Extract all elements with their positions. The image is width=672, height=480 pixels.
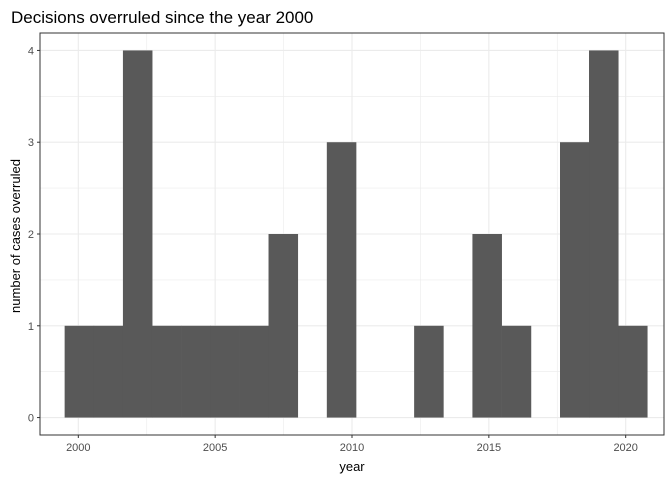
x-tick-label: 2005 bbox=[203, 442, 227, 454]
histogram-bar bbox=[181, 325, 211, 418]
x-tick-label: 2015 bbox=[477, 442, 501, 454]
x-tick-label: 2010 bbox=[340, 442, 364, 454]
plot-layer: 0 1 2 3 4 2000 2005 2010 2015 2020 bbox=[28, 32, 665, 454]
y-axis-title: number of cases overruled bbox=[8, 159, 23, 313]
histogram-bar bbox=[560, 142, 590, 418]
histogram-bar bbox=[414, 325, 444, 418]
x-tick-label: 2020 bbox=[613, 442, 637, 454]
y-tick-label: 2 bbox=[28, 229, 34, 241]
y-tick-label: 1 bbox=[28, 321, 34, 333]
histogram-bar bbox=[122, 50, 153, 418]
histogram-bar bbox=[472, 234, 502, 418]
x-axis-title: year bbox=[339, 459, 365, 474]
histogram-bar bbox=[151, 325, 182, 418]
y-tick-label: 3 bbox=[28, 137, 34, 149]
histogram-bar bbox=[501, 325, 532, 418]
histogram-bar bbox=[93, 325, 124, 418]
histogram-bar bbox=[268, 234, 299, 418]
histogram-bar bbox=[239, 325, 270, 418]
histogram-bar bbox=[210, 325, 240, 418]
histogram-bar bbox=[618, 325, 648, 418]
x-tick-label: 2000 bbox=[66, 442, 90, 454]
chart-title: Decisions overruled since the year 2000 bbox=[11, 8, 313, 27]
histogram-bar bbox=[64, 325, 95, 418]
histogram-bar bbox=[589, 50, 619, 418]
y-tick-label: 0 bbox=[28, 413, 34, 425]
y-tick-label: 4 bbox=[28, 45, 34, 57]
histogram-bar bbox=[326, 142, 357, 418]
